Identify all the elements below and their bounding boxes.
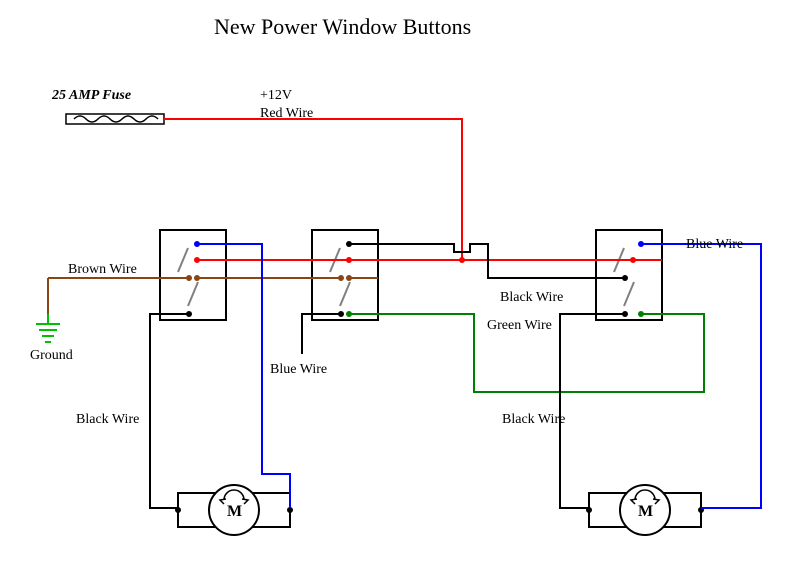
label-brown: Brown Wire [68, 262, 137, 278]
label-green: Green Wire [487, 318, 552, 334]
label-blue-left: Blue Wire [270, 362, 327, 378]
fuse-symbol [66, 114, 164, 124]
diagram-title: New Power Window Buttons [214, 14, 471, 40]
ground-symbol [36, 314, 60, 342]
label-black-right: Black Wire [502, 412, 565, 428]
label-black-left: Black Wire [76, 412, 139, 428]
label-black-center: Black Wire [500, 290, 563, 306]
label-12v: +12V [260, 88, 292, 104]
wire-blue-right [641, 244, 761, 508]
label-fuse: 25 AMP Fuse [52, 88, 131, 104]
label-motor-2: M [638, 503, 653, 521]
label-red-wire: Red Wire [260, 106, 313, 122]
label-ground: Ground [30, 348, 73, 364]
wire-black-motor1 [150, 314, 189, 508]
label-motor-1: M [227, 503, 242, 521]
label-blue-right: Blue Wire [686, 237, 743, 253]
wire-black-motor2 [560, 314, 625, 508]
